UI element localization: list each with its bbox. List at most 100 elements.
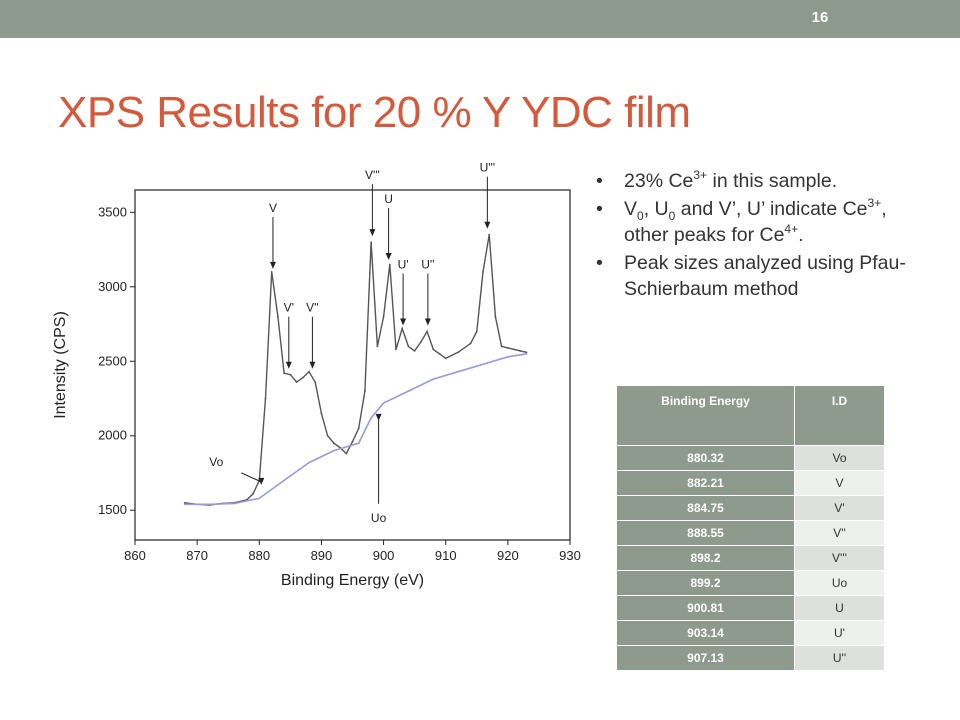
series-point — [326, 434, 329, 437]
x-tick-label: 910 — [435, 548, 457, 563]
xps-chart-svg: 860 870 880 890 900 910 920 930 1500 2000 2500 3000… — [52, 161, 581, 589]
table-cell-id: Vo — [794, 445, 885, 471]
series-point — [208, 503, 211, 506]
y-axis-label: Intensity (CPS) — [52, 311, 69, 419]
series-point — [482, 363, 484, 366]
table-cell-binding-energy: 888.55 — [616, 520, 795, 546]
bullet-2-part: and V’, U’ indicate Ce — [675, 198, 868, 220]
table-header-binding-energy: Binding Energy — [616, 385, 795, 446]
bullet-dot: • — [596, 252, 603, 274]
annotation-arrowhead — [258, 477, 265, 485]
bullet-item: • Peak sizes analyzed using Pfau-Schierb… — [594, 250, 924, 302]
annotation-arrowhead — [369, 229, 376, 237]
series-point — [370, 241, 373, 244]
table-cell-id: U'' — [794, 645, 885, 671]
series-point — [395, 348, 397, 351]
series-point — [444, 357, 447, 360]
series-point — [283, 372, 286, 375]
series-point — [258, 497, 261, 500]
series-point — [438, 352, 441, 355]
series-point — [525, 352, 528, 355]
series-point — [270, 271, 273, 273]
x-tick-label: 860 — [124, 548, 146, 563]
annotation-arrowhead — [309, 361, 316, 369]
series-point — [494, 315, 497, 318]
annotation-label: Vo — [209, 455, 223, 469]
bullet-2-sup: 4+ — [784, 221, 799, 236]
table-cell-id: V' — [794, 495, 885, 521]
x-tick-label: 900 — [373, 548, 395, 563]
table-row: 882.21 V — [616, 470, 885, 496]
bullet-2-sub: 0 — [668, 208, 676, 223]
series-point — [320, 412, 323, 415]
x-axis-label: Binding Energy (eV) — [281, 572, 424, 589]
series-line — [184, 353, 527, 506]
series-point — [233, 502, 236, 505]
bullet-dot: • — [596, 170, 603, 192]
series-point — [370, 416, 373, 419]
series-point — [283, 479, 286, 482]
series-point — [376, 345, 379, 348]
table-cell-id: U — [794, 595, 885, 621]
series-point — [357, 427, 360, 430]
slide-title: XPS Results for 20 % Y YDC film — [58, 88, 691, 137]
annotation-label: V''' — [365, 168, 380, 182]
xps-chart: 860 870 880 890 900 910 920 930 1500 2000 2500 3000… — [40, 160, 600, 620]
series-point — [488, 233, 491, 236]
bullet-3-text: Peak sizes analyzed using Pfau-Schierbau… — [624, 252, 906, 300]
annotation-label: U'' — [421, 258, 434, 272]
series-point — [183, 501, 186, 504]
series-point — [482, 271, 484, 273]
table-row: 898.2 V''' — [616, 545, 885, 571]
series-point — [506, 355, 509, 358]
table-cell-id: Uo — [794, 570, 885, 596]
x-tick-label: 890 — [311, 548, 333, 563]
series-point — [407, 390, 410, 392]
annotation-label: U''' — [480, 161, 496, 175]
annotation-arrowhead — [484, 221, 491, 229]
table-cell-id: V'' — [794, 520, 885, 546]
bullet-2-part: V — [624, 198, 638, 220]
series-point — [332, 442, 335, 445]
table-cell-id: U' — [794, 620, 885, 646]
series-point — [432, 348, 435, 351]
series-point — [475, 330, 478, 333]
series-point — [401, 327, 404, 330]
bullet-1-pre: 23% Ce — [624, 170, 694, 192]
table-cell-binding-energy: 903.14 — [616, 620, 795, 646]
series-line — [184, 234, 527, 506]
plot-frame — [134, 189, 571, 541]
series-point — [252, 492, 254, 495]
series-point — [332, 449, 335, 452]
y-tick-label: 3000 — [98, 279, 127, 294]
bullet-2-part: , other peaks for Ce — [624, 198, 887, 246]
series-point — [295, 381, 298, 384]
x-tick-label: 870 — [186, 548, 208, 563]
series-point — [308, 461, 310, 464]
top-bar: 16 — [0, 0, 960, 38]
table-row: 899.2 Uo — [616, 570, 885, 596]
table-header-row: Binding Energy I.D — [616, 385, 885, 446]
series-point — [364, 390, 366, 392]
table-header-id: I.D — [794, 385, 885, 446]
y-tick-label: 1500 — [98, 502, 127, 517]
annotation-label: V' — [284, 301, 294, 315]
table-cell-binding-energy: 898.2 — [616, 545, 795, 571]
annotation-label: V — [269, 201, 277, 215]
series-point — [289, 373, 292, 376]
series-point — [426, 330, 428, 333]
bullet-1-post: in this sample. — [707, 170, 838, 192]
table-cell-binding-energy: 900.81 — [616, 595, 795, 621]
annotation-arrowhead — [269, 261, 276, 269]
bullet-2-part: , U — [643, 198, 669, 220]
series-point — [382, 402, 385, 404]
bullet-2-part: . — [798, 224, 804, 246]
series-point — [407, 345, 410, 348]
series-point — [469, 342, 472, 345]
slide-number: 16 — [811, 9, 829, 26]
series-point — [314, 381, 317, 384]
x-tick-label: 930 — [559, 548, 581, 563]
series-point — [351, 440, 354, 443]
table-cell-binding-energy: 907.13 — [616, 645, 795, 671]
annotation-label: U' — [398, 258, 409, 272]
